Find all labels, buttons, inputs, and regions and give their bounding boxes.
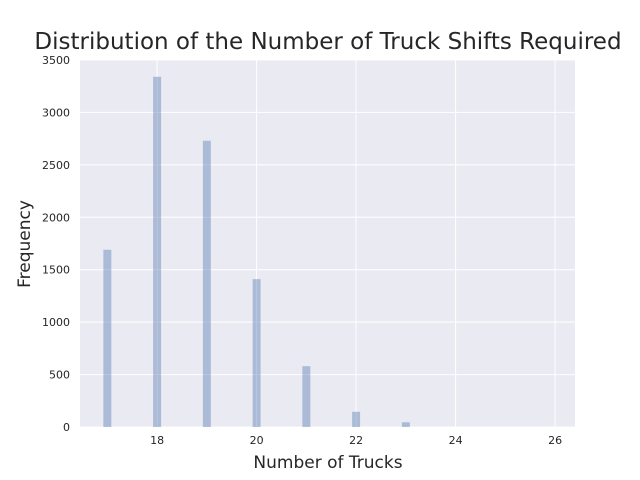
y-tick-label: 2500: [42, 159, 70, 172]
y-tick-label: 1500: [42, 264, 70, 277]
histogram-bar-23: [401, 422, 410, 427]
x-tick-label: 18: [150, 434, 164, 447]
bars: [103, 76, 410, 428]
y-tick-label: 1000: [42, 316, 70, 329]
x-tick-label: 24: [449, 434, 463, 447]
y-tick-label: 3000: [42, 106, 70, 119]
x-axis-ticks: 18 20 22 24 26: [150, 434, 562, 447]
y-tick-label: 3500: [42, 54, 70, 67]
x-tick-label: 20: [250, 434, 264, 447]
plot-area: [80, 60, 575, 427]
histogram-bar-19: [202, 140, 211, 428]
histogram-bar-17: [103, 249, 112, 427]
x-axis-label: Number of Trucks: [253, 453, 402, 473]
histogram-bar-22: [352, 411, 361, 427]
x-tick-label: 26: [548, 434, 562, 447]
gridlines: [80, 59, 575, 428]
histogram-bar-18: [153, 76, 162, 427]
histogram-bar-21: [302, 366, 311, 427]
y-tick-label: 0: [63, 421, 70, 434]
histogram-bar-20: [252, 279, 261, 427]
chart-title: Distribution of the Number of Truck Shif…: [34, 29, 621, 55]
x-tick-label: 22: [349, 434, 363, 447]
y-axis-ticks: 0 500 1000 1500 2000 2500 3000 3500: [42, 54, 70, 434]
y-axis-label: Frequency: [15, 200, 35, 288]
y-tick-label: 500: [49, 369, 70, 382]
y-tick-label: 2000: [42, 211, 70, 224]
